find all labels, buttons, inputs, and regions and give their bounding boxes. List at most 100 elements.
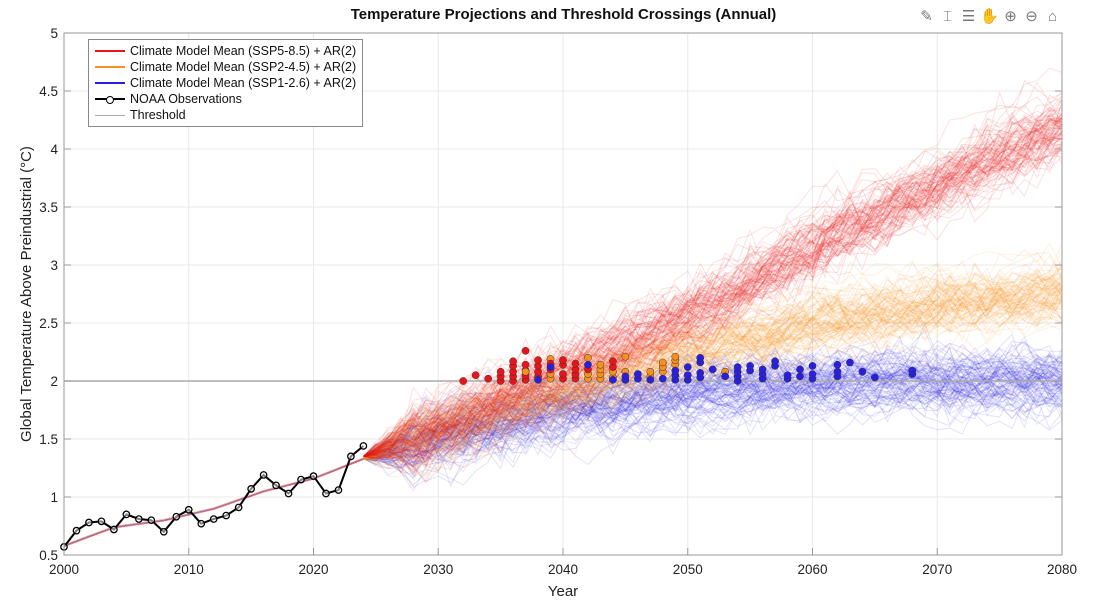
crossing-point-ssp126 (609, 375, 617, 384)
ensemble-member-ssp585 (363, 94, 1063, 468)
ensemble-member-ssp245 (363, 277, 1063, 460)
ensemble-member-ssp126 (363, 354, 1063, 460)
ensemble-member-ssp245 (363, 292, 1063, 461)
ensemble-member-ssp245 (363, 269, 1063, 460)
ensemble-member-ssp126 (363, 378, 1063, 489)
ensemble-member-ssp126 (363, 360, 1063, 468)
x-axis-label: Year (548, 583, 578, 600)
ensemble-member-ssp126 (363, 340, 1062, 460)
observation-marker (309, 472, 318, 480)
ensemble-member-ssp126 (363, 356, 1063, 460)
ensemble-member-ssp126 (363, 342, 1063, 460)
ensemble-member-ssp585 (363, 141, 1063, 460)
ensemble-member-ssp126 (363, 357, 1063, 463)
crossing-point-ssp245 (621, 352, 630, 361)
legend-item-observations: NOAA Observations (95, 91, 356, 107)
ensemble-member-ssp245 (363, 275, 1063, 460)
ensemble-member-ssp126 (363, 340, 1063, 460)
crossing-point-ssp126 (696, 369, 705, 377)
brush-icon[interactable]: ⌶ (942, 8, 952, 25)
ensemble-member-ssp585 (363, 113, 1063, 469)
ensemble-member-ssp585 (363, 141, 1063, 472)
observation-marker (272, 481, 280, 490)
ensemble-member-ssp585 (363, 102, 1063, 457)
ensemble-member-ssp245 (363, 281, 1063, 460)
ensemble-member-ssp245 (363, 273, 1063, 460)
ensemble-member-ssp245 (363, 295, 1063, 469)
ensemble-member-ssp126 (363, 354, 1063, 460)
crossing-point-ssp126 (696, 353, 705, 362)
crossing-point-ssp585 (484, 374, 492, 383)
crossing-point-ssp126 (708, 365, 717, 374)
ensemble-member-ssp585 (363, 112, 1063, 457)
ensemble-member-ssp585 (363, 117, 1063, 457)
crossing-point-ssp126 (771, 357, 779, 366)
ensemble-member-ssp585 (363, 123, 1063, 457)
y-tick-label: 3.5 (39, 200, 58, 215)
ensemble-member-ssp126 (363, 344, 1063, 463)
ensemble-member-ssp245 (363, 269, 1063, 460)
ensemble-member-ssp585 (363, 117, 1063, 460)
ensemble-member-ssp585 (363, 137, 1063, 474)
ensemble-member-ssp585 (363, 129, 1063, 457)
ensemble-member-ssp245 (363, 276, 1063, 462)
ensemble-member-ssp585 (363, 115, 1063, 457)
ensemble-member-ssp126 (363, 343, 1063, 460)
ensemble-member-ssp585 (363, 144, 1063, 458)
ensemble-member-ssp585 (363, 117, 1063, 457)
y-ticks: 0.5 1 1.5 2 2.5 3 3.5 4 4.5 5 (39, 26, 1062, 563)
ensemble-member-ssp245 (363, 269, 1063, 460)
ensemble-member-ssp245 (363, 291, 1063, 478)
ensemble-member-ssp585 (363, 126, 1063, 457)
y-tick-label: 1 (50, 490, 58, 505)
ensemble-member-ssp245 (363, 313, 1063, 466)
y-tick-label: 3 (50, 258, 58, 273)
ensemble-member-ssp585 (363, 115, 1063, 457)
ensemble-member-ssp245 (363, 277, 1063, 460)
legend[interactable]: Climate Model Mean (SSP5-8.5) + AR(2) Cl… (88, 39, 364, 127)
ensemble-member-ssp126 (363, 376, 1063, 464)
zoom-in-icon[interactable]: ⊕ (1004, 8, 1017, 25)
x-tick-label: 2040 (548, 562, 578, 577)
ensemble-member-ssp126 (363, 380, 1063, 467)
ensemble-member-ssp245 (363, 272, 1063, 460)
x-tick-label: 2030 (423, 562, 453, 577)
ensemble-member-ssp126 (363, 365, 1063, 486)
crossing-point-ssp126 (908, 366, 917, 375)
ensemble-member-ssp245 (363, 271, 1063, 460)
ensemble-member-ssp126 (363, 359, 1063, 463)
ensemble-member-ssp126 (363, 358, 1063, 460)
crossing-point-ssp126 (546, 363, 555, 371)
home-icon[interactable]: ⌂ (1047, 8, 1058, 25)
crossing-point-ssp245 (671, 352, 680, 361)
crossing-point-ssp126 (634, 370, 642, 378)
legend-swatch-threshold (95, 114, 125, 116)
ensemble-member-ssp126 (363, 370, 1063, 460)
ensemble-member-ssp245 (363, 262, 1063, 460)
ensemble-member-ssp585 (363, 139, 1063, 457)
ensemble-member-ssp245 (363, 276, 1063, 460)
legend-item-threshold: Threshold (95, 107, 356, 123)
x-tick-label: 2020 (298, 562, 328, 577)
ensemble-member-ssp126 (363, 352, 1063, 460)
crossing-point-ssp126 (833, 360, 842, 369)
noaa-observations (60, 442, 368, 551)
legend-swatch-ssp126 (95, 82, 125, 84)
legend-icon[interactable]: ☰ (961, 8, 976, 25)
chart-title: Temperature Projections and Threshold Cr… (350, 6, 777, 23)
ensemble-member-ssp126 (363, 351, 1063, 460)
ensemble-member-ssp585 (363, 98, 1063, 457)
pan-icon[interactable]: ✋ (980, 8, 999, 25)
observation-marker (197, 519, 206, 528)
x-tick-label: 2050 (673, 562, 703, 577)
ensemble-member-ssp585 (363, 103, 1063, 457)
crossing-point-ssp126 (796, 365, 804, 374)
ensemble-member-ssp126 (363, 345, 1063, 470)
ensemble-member-ssp126 (363, 352, 1063, 470)
export-icon[interactable]: ✎ (920, 8, 933, 25)
zoom-out-icon[interactable]: ⊖ (1025, 8, 1038, 25)
ensemble-member-ssp245 (363, 261, 1063, 488)
circle-marker-icon (106, 96, 114, 104)
ensemble-member-ssp126 (363, 358, 1063, 460)
y-tick-label: 2.5 (39, 316, 58, 331)
